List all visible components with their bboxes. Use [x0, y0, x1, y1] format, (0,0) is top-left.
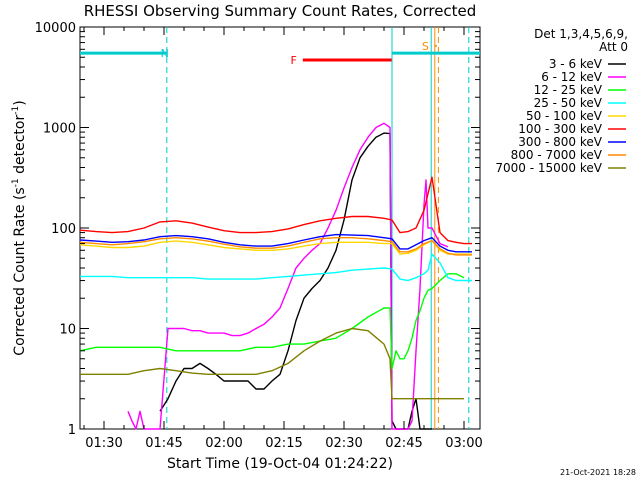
series-line [79, 273, 465, 370]
legend-entry-label: 6 - 12 keV [541, 70, 603, 84]
x-axis-label: Start Time (19-Oct-04 01:24:22) [167, 456, 393, 472]
y-label-mid: detector [12, 115, 28, 179]
y-label-suffix: ) [12, 100, 28, 105]
x-tick-label: 03:00 [445, 436, 482, 451]
x-tick-label: 02:30 [325, 436, 362, 451]
footer-timestamp: 21-Oct-2021 18:28 [560, 468, 636, 477]
y-label-prefix: Corrected Count Rate (s [12, 187, 28, 355]
night-interval-label: N [161, 47, 169, 60]
legend-entry-label: 300 - 800 keV [518, 135, 602, 149]
series-line [79, 236, 472, 256]
annotation-layer: N F S [80, 40, 480, 67]
y-axis: 1 10 100 1000 10000 [35, 21, 480, 438]
plot-area: N F S [79, 26, 481, 430]
series-layer [79, 122, 472, 430]
legend-entry-label: 100 - 300 keV [518, 122, 602, 136]
x-tick-label: 02:00 [205, 436, 242, 451]
legend-header-line-2: Att 0 [599, 40, 628, 54]
flare-interval-label: F [290, 54, 296, 67]
y-tick-label: 10000 [35, 21, 76, 36]
saa-interval-label: S [422, 40, 429, 53]
series-line [127, 122, 449, 430]
series-line [80, 253, 472, 282]
legend-entry-label: 50 - 100 keV [526, 109, 603, 123]
chart-title: RHESSI Observing Summary Count Rates, Co… [84, 2, 477, 20]
series-line [79, 176, 472, 245]
x-tick-label: 02:15 [265, 436, 302, 451]
legend-entry-label: 800 - 7000 keV [511, 148, 603, 162]
legend-header-line-1: Det 1,3,4,5,6,9, [534, 27, 628, 41]
y-tick-label: 1000 [43, 122, 76, 137]
x-tick-label: 01:30 [85, 436, 122, 451]
x-tick-label: 02:45 [385, 436, 422, 451]
y-label-exp2: -1 [11, 106, 21, 115]
plot-frame [79, 26, 481, 430]
y-tick-label: 10 [59, 323, 76, 338]
x-tick-label: 01:45 [145, 436, 182, 451]
y-axis-label: Corrected Count Rate (s-1 detector-1) [11, 100, 28, 355]
y-tick-label: 100 [51, 222, 76, 237]
legend-entry-label: 12 - 25 keV [534, 83, 603, 97]
y-tick-label: 1 [68, 423, 76, 438]
y-label-exp1: -1 [11, 178, 21, 187]
x-axis: 01:30 01:45 02:00 02:15 02:30 02:45 03:00 [83, 27, 483, 451]
series-line [79, 233, 472, 253]
legend-entry-label: 7000 - 15000 keV [495, 161, 602, 175]
legend-entry-label: 3 - 6 keV [549, 57, 603, 71]
legend-entry-label: 25 - 50 keV [534, 96, 603, 110]
series-line [80, 327, 464, 400]
